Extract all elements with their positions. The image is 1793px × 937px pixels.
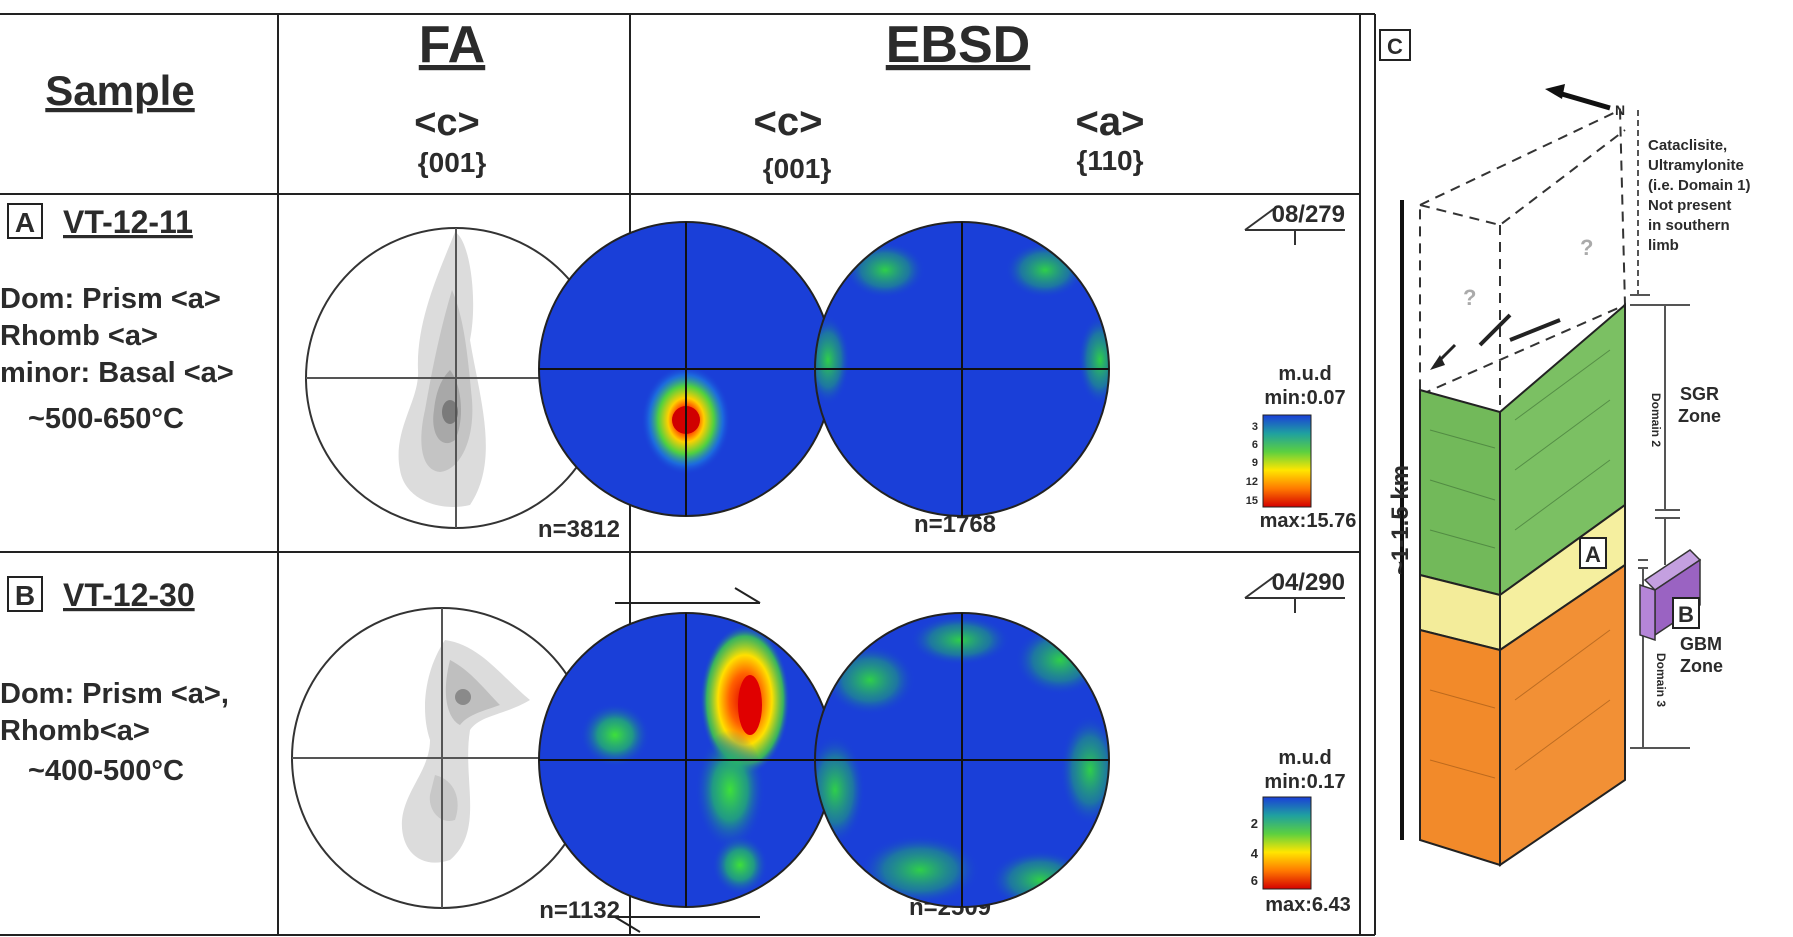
gbm-zone-line-2: Zone <box>1680 656 1723 676</box>
ebsd-c-axis-label: <c> <box>754 100 823 144</box>
fa-axis-label: <c> <box>414 102 480 144</box>
domain-2-label: Domain 2 <box>1649 393 1663 447</box>
note-line: (i.e. Domain 1) <box>1648 177 1751 194</box>
strata-side <box>1499 302 1626 867</box>
domain-3-label: Domain 3 <box>1654 653 1668 707</box>
row-a-info: A VT-12-11 Dom: Prism <a> Rhomb <a> mino… <box>0 203 234 435</box>
row-b-scale-title: m.u.d <box>1278 747 1331 769</box>
note-line: in southern <box>1648 217 1730 234</box>
sgr-zone-line-1: SGR <box>1680 384 1719 404</box>
header-fa: FA <box>419 16 485 74</box>
ebsd-c-plane-label: {001} <box>763 153 832 184</box>
row-a-fa-count: n=3812 <box>538 516 620 543</box>
thickness-label: ~1-1.5 km <box>1387 465 1414 575</box>
row-a-scale-tick: 12 <box>1246 476 1258 488</box>
ebsd-a-axis-label: <a> <box>1076 100 1145 144</box>
question-mark-2: ? <box>1580 235 1593 260</box>
row-a-desc-2: Rhomb <a> <box>0 320 158 352</box>
panel-c: C N ? ? <box>1379 29 1751 867</box>
row-b-scale-tick: 6 <box>1251 873 1258 888</box>
panel-c-letter: C <box>1387 34 1403 59</box>
gbm-zone-line-1: GBM <box>1680 634 1722 654</box>
marker-b: B <box>1678 602 1694 627</box>
row-b-sample-id: VT-12-30 <box>63 577 195 613</box>
row-b-orientation-value: 04/290 <box>1272 569 1345 596</box>
row-a-desc-1: Dom: Prism <a> <box>0 283 221 315</box>
question-mark-1: ? <box>1463 285 1476 310</box>
row-b-letter-box <box>7 576 43 612</box>
row-b-desc-2: Rhomb<a> <box>0 715 150 747</box>
row-b-desc-1: Dom: Prism <a>, <box>0 678 229 710</box>
row-b-ebsd-a-stereonet <box>814 612 1110 908</box>
row-a-letter-box <box>7 203 43 239</box>
note-line: Ultramylonite <box>1648 157 1744 174</box>
row-b-info: B VT-12-30 Dom: Prism <a>, Rhomb<a> ~400… <box>0 576 229 787</box>
strata-front <box>1419 388 1501 867</box>
row-b-letter: B <box>15 580 35 611</box>
row-b-scale-ticks: 2 4 6 <box>1251 816 1259 888</box>
row-a-desc-3: minor: Basal <a> <box>0 357 234 389</box>
row-a-letter: A <box>15 207 35 238</box>
row-b-scale-min: min:0.17 <box>1264 771 1345 793</box>
row-b-scale-max: max:6.43 <box>1265 894 1351 916</box>
header-sample: Sample <box>45 67 194 114</box>
row-a-scale-title: m.u.d <box>1278 363 1331 385</box>
row-a-scale-ticks: 3 6 9 12 15 <box>1246 421 1258 507</box>
row-a-scale-max: max:15.76 <box>1260 510 1357 532</box>
header-ebsd: EBSD <box>886 16 1030 74</box>
header: Sample FA EBSD <c> {001} <c> {001} <a> {… <box>45 16 1144 184</box>
row-a-temp: ~500-650°C <box>28 403 184 435</box>
row-b-scale-tick: 4 <box>1251 846 1259 861</box>
row-a-color-scale: m.u.d min:0.07 3 6 9 12 15 max:15.76 <box>1246 363 1357 532</box>
marker-a: A <box>1585 542 1601 567</box>
row-a-scale-tick: 9 <box>1252 457 1258 469</box>
row-b-color-scale: m.u.d min:0.17 2 4 6 max:6.43 <box>1251 747 1351 916</box>
row-a-ebsd-a-stereonet <box>814 221 1110 517</box>
marker-a-box <box>1579 537 1607 569</box>
row-a-ebsd-c-stereonet: n=1768 <box>538 221 996 538</box>
row-b-temp: ~400-500°C <box>28 755 184 787</box>
row-a-orientation-value: 08/279 <box>1272 201 1345 228</box>
row-a-scale-min: min:0.07 <box>1264 387 1345 409</box>
fa-plane-label: {001} <box>418 147 487 178</box>
ebsd-a-plane-label: {110} <box>1077 145 1144 176</box>
row-b-scale-tick: 2 <box>1251 816 1258 831</box>
note-line: limb <box>1648 237 1679 254</box>
row-a-scale-tick: 6 <box>1252 439 1258 451</box>
row-b-orientation: 04/290 <box>1244 569 1345 613</box>
row-a-scale-tick: 15 <box>1246 495 1258 507</box>
row-a-orientation: 08/279 <box>1244 201 1345 245</box>
row-a-fa-stereonet: n=3812 <box>305 227 620 543</box>
row-b-fa-count: n=1132 <box>539 897 620 924</box>
row-a-scale-tick: 3 <box>1252 421 1258 433</box>
panel-c-letter-box <box>1379 29 1411 61</box>
marker-b-box <box>1672 597 1700 629</box>
row-a-sample-id: VT-12-11 <box>63 204 193 240</box>
domain-1-note: Cataclisite, Ultramylonite (i.e. Domain … <box>1648 137 1751 254</box>
row-b-fa-stereonet: n=1132 <box>291 607 620 924</box>
sgr-zone-line-2: Zone <box>1678 406 1721 426</box>
note-line: Not present <box>1648 197 1731 214</box>
note-line: Cataclisite, <box>1648 137 1727 154</box>
